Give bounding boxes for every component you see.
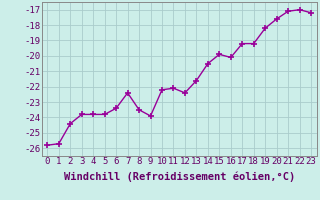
X-axis label: Windchill (Refroidissement éolien,°C): Windchill (Refroidissement éolien,°C): [64, 172, 295, 182]
